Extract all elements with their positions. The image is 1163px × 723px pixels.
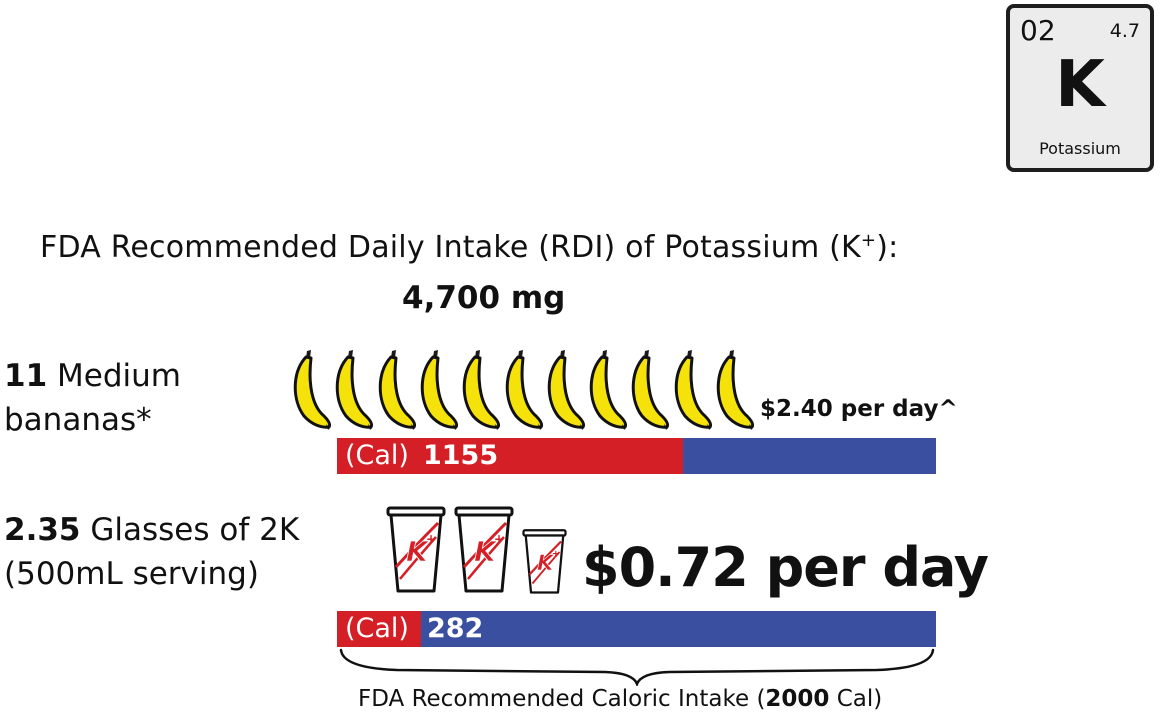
bananas-label: 11 Medium bananas* [4,354,181,442]
glasses-calorie-bar: (Cal) 282 [337,611,936,647]
calorie-caption: FDA Recommended Caloric Intake (2000 Cal… [358,686,882,712]
glasses-calorie-fill [337,611,422,647]
banana-icon [420,350,459,430]
calorie-caption-suffix: Cal) [829,686,883,712]
rdi-value: 4,700 mg [402,280,566,316]
glass-icon-row: K + K + K + [386,505,586,605]
glasses-label: 2.35 Glasses of 2K (500mL serving) [4,508,299,596]
glasses-calorie-label: (Cal) 282 [345,611,483,647]
banana-icon [674,350,712,430]
headline-suffix: ): [876,230,899,265]
bananas-calorie-fill [337,438,683,474]
bananas-label-line2: bananas* [4,402,152,438]
glasses-count: 2.35 [4,512,81,548]
glasses-price: $0.72 per day [582,536,989,599]
headline: FDA Recommended Daily Intake (RDI) of Po… [40,230,898,265]
banana-icon [505,350,543,430]
headline-text: FDA Recommended Daily Intake (RDI) of Po… [40,230,861,265]
bananas-price: $2.40 per day^ [760,396,958,422]
banana-icon [336,350,374,430]
glasses-calorie-unit: (Cal) [345,613,409,644]
bananas-calorie-bar: (Cal) 1155 [337,438,936,474]
banana-icon [589,350,628,430]
banana-icon [547,350,585,430]
atomic-number: 02 [1020,14,1056,47]
glass-logo-superscript: + [494,532,504,546]
glasses-label-line1: Glasses of 2K [80,512,300,548]
banana-icon-row [288,348,758,438]
bananas-calorie-unit: (Cal) [345,440,409,471]
banana-icon [716,350,755,430]
glass-logo-text: K [474,535,498,568]
bananas-count: 11 [4,358,48,394]
banana-icon [462,350,501,430]
glass-icon: K+ [454,506,514,593]
banana-icon [378,350,416,430]
bananas-label-line1: Medium [47,358,181,394]
glass-logo-text: K [406,535,430,568]
calorie-caption-bold: 2000 [765,686,830,712]
periodic-element-tile: 02 4.7 K Potassium [1006,4,1154,172]
glass-logo-superscript: + [426,532,436,546]
glass-logo-text: K [537,551,555,575]
banana-icon [293,350,332,430]
atomic-mass: 4.7 [1109,20,1140,42]
glass-icon: K+ [386,506,446,593]
bananas-calorie-value: 1155 [422,440,499,471]
headline-superscript: + [860,230,877,251]
bananas-calorie-label: (Cal) 1155 [345,438,498,474]
glasses-calorie-value: 282 [426,613,484,644]
banana-icon [632,350,670,430]
element-symbol: K [1055,48,1105,122]
glass-logo-superscript: + [552,549,560,559]
glasses-label-line2: (500mL serving) [4,556,259,592]
calorie-caption-prefix: FDA Recommended Caloric Intake ( [358,686,766,712]
glass-icon: K+ [522,528,567,594]
curly-brace-icon [339,648,935,686]
element-name: Potassium [1039,139,1121,158]
